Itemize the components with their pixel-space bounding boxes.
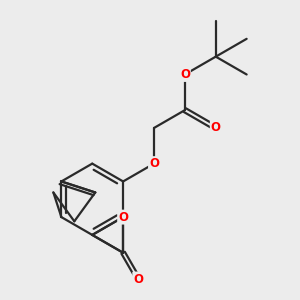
Text: O: O — [211, 122, 221, 134]
Text: O: O — [118, 211, 128, 224]
Text: O: O — [180, 68, 190, 81]
Text: O: O — [133, 272, 143, 286]
Text: O: O — [149, 157, 159, 170]
